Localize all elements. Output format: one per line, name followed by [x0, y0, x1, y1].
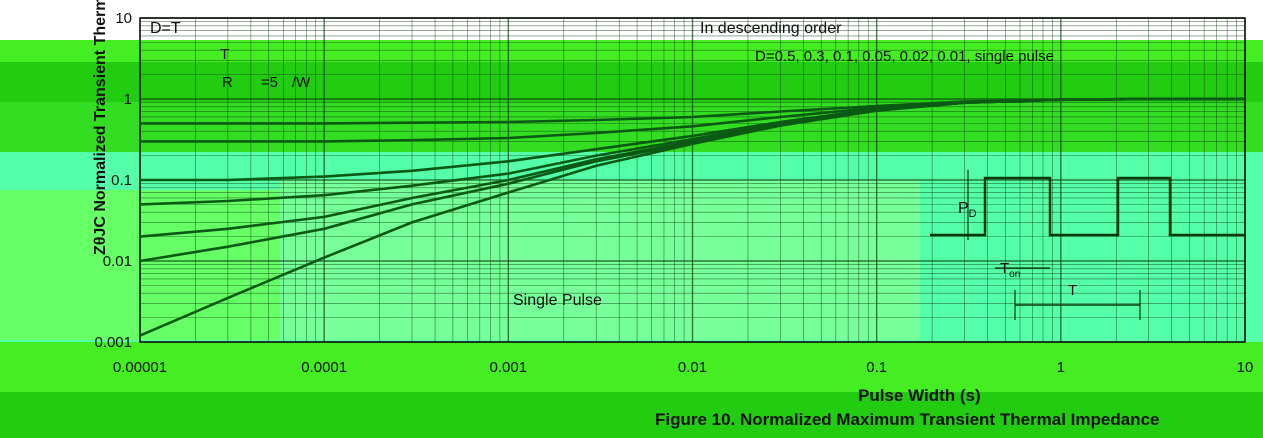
ton-label-sub: on: [1009, 269, 1021, 280]
legend-note-2: D=0.5, 0.3, 0.1, 0.05, 0.02, 0.01, singl…: [755, 48, 1054, 65]
grid: [139, 17, 1246, 343]
pd-label-sub: D: [968, 208, 977, 221]
pd-label-text: P: [958, 200, 969, 217]
formula-t-text: T: [220, 46, 230, 63]
single-pulse-label-text: Single Pulse: [513, 292, 602, 309]
axis-ticks: 0.00001 0.0001 0.001 0.01 0.1 1 10 10 1 0.1 0.01 0.…: [94, 10, 1253, 376]
curve-single-pulse: [139, 97, 1245, 337]
x-tick-label: 0.0001: [301, 359, 347, 376]
formula-r-text: R: [222, 74, 233, 91]
formula-d: D=T: [150, 20, 181, 38]
x-axis-label-text: Pulse Width (s): [858, 386, 981, 405]
ton-label: Ton: [1000, 260, 1020, 280]
pulse-diagram: [930, 170, 1245, 320]
figure-caption: Figure 10. Normalized Maximum Transient …: [655, 410, 1159, 430]
x-tick-label: 0.01: [678, 359, 707, 376]
x-tick-label: 0.00001: [113, 359, 167, 376]
single-pulse-label: Single Pulse: [513, 292, 602, 310]
formula-d-text: D=T: [150, 20, 181, 37]
x-tick-label: 0.1: [866, 359, 887, 376]
y-tick-label: 10: [115, 10, 132, 27]
figure-caption-text: Figure 10. Normalized Maximum Transient …: [655, 410, 1160, 429]
ton-label-text: T: [1000, 260, 1010, 277]
formula-r-unit: /W: [291, 74, 311, 91]
legend-note-1: In descending order: [700, 20, 841, 38]
t-label: T: [1068, 282, 1077, 299]
x-tick-label: 0.001: [490, 359, 528, 376]
y-tick-label: 0.01: [103, 253, 132, 270]
y-axis-label-text: ZθJC Normalized Transient Thermal Resist…: [92, 0, 109, 255]
x-axis-label: Pulse Width (s): [858, 386, 981, 406]
curves: [139, 97, 1245, 337]
formula-r-value: =5: [260, 74, 278, 91]
pd-label: PD: [958, 200, 977, 220]
x-tick-label: 1: [1057, 359, 1065, 376]
formula-t: T: [220, 46, 229, 63]
y-tick-label: 0.1: [111, 172, 132, 189]
formula-r: R =5/W: [222, 74, 310, 91]
legend-note-2-text: D=0.5, 0.3, 0.1, 0.05, 0.02, 0.01, singl…: [755, 48, 1054, 65]
t-label-text: T: [1068, 282, 1078, 299]
y-axis-label: ZθJC Normalized Transient Thermal Resist…: [92, 0, 110, 255]
y-tick-label: 0.001: [94, 334, 132, 351]
y-tick-label: 1: [124, 91, 132, 108]
x-tick-label: 10: [1237, 359, 1254, 376]
pulse-waveform: [930, 176, 1245, 237]
legend-note-1-text: In descending order: [700, 20, 842, 37]
